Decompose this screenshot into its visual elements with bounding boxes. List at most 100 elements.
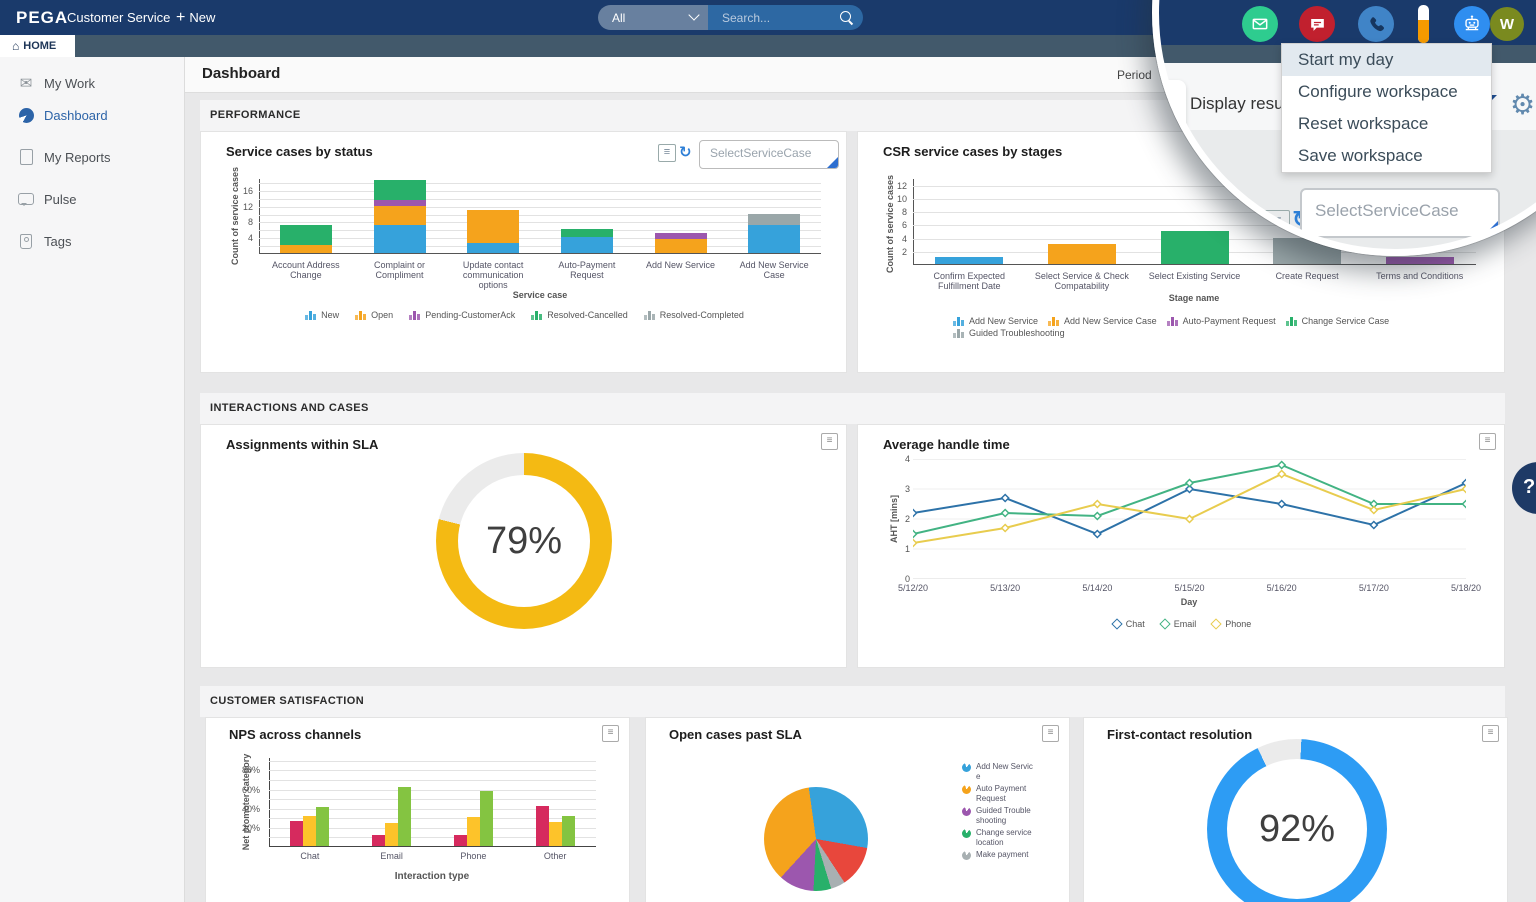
gridline	[269, 827, 596, 829]
gridline	[259, 182, 821, 184]
workspace-menu: Start my day Configure workspace Reset wor…	[1281, 43, 1492, 173]
category-label: Auto-Payment Request	[558, 260, 616, 280]
pega-logo[interactable]: PEGA	[16, 8, 69, 27]
gridline	[269, 760, 596, 762]
combobox-corner-handle[interactable]	[1483, 221, 1498, 236]
bar-Select Existing Service	[1160, 230, 1229, 264]
sidebar-item-dashboard[interactable]: Dashboard	[0, 94, 184, 136]
bar-segment-Open	[279, 245, 332, 253]
robot-icon[interactable]	[1454, 6, 1490, 42]
search-scope-dropdown[interactable]: All	[598, 5, 708, 30]
legend-item: Resolved-Completed	[643, 310, 744, 320]
gridline	[259, 222, 821, 224]
search-icon[interactable]	[840, 11, 851, 22]
sidebar-item-tags[interactable]: Tags	[0, 220, 184, 262]
help-button[interactable]: ?	[1512, 462, 1536, 514]
card-assignments-within-sla: Assignments within SLA ≡ 79%	[200, 424, 847, 668]
bar-segment-Resolved-Completed	[748, 213, 801, 226]
gear-icon[interactable]: ⚙	[1510, 89, 1536, 120]
stacked-bar-plot	[259, 179, 821, 254]
y-tick-label: 4	[901, 233, 907, 244]
gridline	[913, 225, 1476, 227]
gridline	[259, 206, 821, 208]
pie-legend-icon	[962, 785, 971, 794]
email-icon[interactable]	[1242, 6, 1278, 42]
chat-icon[interactable]	[1299, 6, 1335, 42]
y-tick-label: 8	[247, 217, 253, 228]
magnified-period-control	[1152, 80, 1186, 135]
chart-options-icon[interactable]: ≡	[1479, 433, 1496, 450]
menu-item-configure-workspace[interactable]: Configure workspace	[1298, 82, 1458, 101]
category-label: Add New Service Case	[739, 260, 809, 280]
y-tick-label: 0	[904, 574, 910, 584]
bar-Email-red	[372, 834, 386, 846]
section-label: CUSTOMER SATISFACTION	[210, 695, 365, 707]
tab-home[interactable]: ⌂ HOME	[0, 35, 75, 57]
service-case-input[interactable]	[1302, 190, 1482, 221]
refresh-icon[interactable]: ↻	[679, 144, 692, 161]
bar-Confirm Expected Fulfillment Date	[935, 257, 1004, 264]
mail-icon: ✉	[19, 75, 33, 92]
search-input[interactable]	[720, 9, 844, 26]
display-results-text: Display resu	[1190, 94, 1284, 113]
menu-item-start-my-day[interactable]: Start my day	[1282, 44, 1491, 76]
gridline	[269, 818, 596, 820]
stacked-bar	[467, 209, 520, 253]
service-case-input[interactable]	[700, 141, 828, 160]
chart-options-icon[interactable]: ≡	[1482, 725, 1499, 742]
bar-Select Service & Check Compatability	[1047, 244, 1116, 264]
x-tick-label: 5/14/20	[1082, 583, 1113, 593]
dashboard-icon	[16, 107, 36, 123]
new-button[interactable]: + New	[176, 9, 216, 26]
bar-segment-New	[560, 237, 613, 253]
pie-legend-icon	[962, 807, 971, 816]
y-tick-label: 10	[896, 193, 907, 204]
bar-segment-Open	[373, 205, 426, 226]
sla-pie-chart	[764, 787, 868, 891]
sidebar-item-my-work[interactable]: ✉ My Work	[0, 62, 184, 104]
menu-item-save-workspace[interactable]: Save workspace	[1298, 146, 1423, 165]
gridline	[269, 799, 596, 801]
user-avatar[interactable]: W	[1490, 7, 1524, 41]
bar-segment-New	[467, 243, 520, 253]
period-label: Period	[1117, 68, 1152, 82]
magnifier-bubble: W Display resu ⚙ Start my day Configure w…	[1152, 0, 1536, 256]
menu-item-reset-workspace[interactable]: Reset workspace	[1298, 114, 1429, 133]
y-tick-label: 16	[242, 185, 253, 196]
bar-segment-New	[748, 225, 801, 253]
chart-options-icon[interactable]: ≡	[658, 144, 676, 162]
gridline	[259, 230, 821, 232]
legend-minibar-icon	[355, 310, 367, 320]
chart-options-icon[interactable]: ≡	[821, 433, 838, 450]
chart-options-icon[interactable]: ≡	[1042, 725, 1059, 742]
grouped-bar-plot	[269, 758, 596, 847]
gridline	[913, 212, 1476, 214]
pie-legend-item: Auto Payment Request	[962, 784, 1034, 803]
legend-item: Add New Service	[953, 316, 1038, 326]
y-axis-title: Count of service cases	[230, 166, 240, 266]
bar-Chat-amber	[303, 816, 317, 846]
fcr-percentage: 92%	[1258, 807, 1336, 850]
sidebar-item-my-reports[interactable]: My Reports	[0, 136, 184, 178]
stacked-bar	[748, 213, 801, 253]
category-label: Chat	[300, 851, 320, 861]
bar-segment-Resolved-Cancelled	[560, 229, 613, 238]
y-tick-label: 80%	[241, 765, 260, 776]
sla-percentage: 79%	[485, 519, 563, 562]
legend-item: Change Service Case	[1285, 316, 1389, 326]
chart-options-icon[interactable]: ≡	[1264, 210, 1290, 236]
notification-bar-icon[interactable]	[1418, 5, 1429, 43]
legend-item: Email	[1159, 618, 1196, 630]
legend-item: Auto-Payment Request	[1166, 316, 1276, 326]
sidebar-item-pulse[interactable]: Pulse	[0, 178, 184, 220]
combobox-corner-handle[interactable]	[827, 157, 838, 168]
legend-minibar-icon	[1048, 316, 1060, 326]
card-service-cases-by-status: Service cases by status ≡ ↻ Count of ser…	[200, 131, 847, 373]
chart-options-icon[interactable]: ≡	[602, 725, 619, 742]
y-tick-label: 4	[904, 454, 910, 464]
section-satisfaction: CUSTOMER SATISFACTION	[200, 686, 1505, 717]
pie-legend-icon	[962, 829, 971, 838]
pulse-icon	[16, 193, 36, 206]
phone-icon[interactable]	[1358, 6, 1394, 42]
